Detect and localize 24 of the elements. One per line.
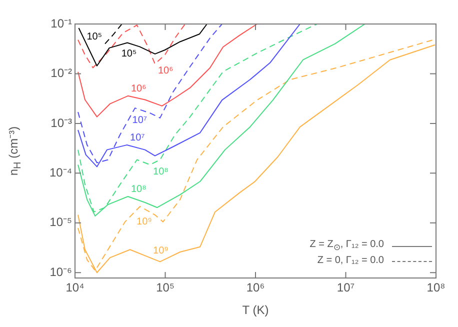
series-label: 10⁸ <box>153 166 168 178</box>
series-label: 10⁷ <box>130 132 146 144</box>
series-label: 10⁶ <box>130 84 146 95</box>
x-tick-label: 10⁸ <box>426 280 446 295</box>
series-label: 10⁶ <box>158 66 174 77</box>
x-axis-title: T (K) <box>241 303 270 317</box>
series-label: 10⁵ <box>86 32 102 43</box>
series-label: 10⁵ <box>121 48 137 60</box>
y-tick-label: 10⁻⁶ <box>50 264 72 279</box>
x-tick-label: 10⁴ <box>66 280 84 295</box>
y-tick-label: 10⁻⁴ <box>49 165 72 180</box>
y-tick-label: 10⁻¹ <box>50 16 72 30</box>
y-tick-label: 10⁻³ <box>50 116 72 130</box>
annotation: Z = Z$_{⊙}$, Γ₁₂ = 0.0 <box>310 238 384 254</box>
y-tick-label: 10⁻⁵ <box>50 215 72 230</box>
series-label: 10⁸ <box>130 184 146 196</box>
y-tick-label: 10⁻² <box>50 66 72 80</box>
series-label: 10⁹ <box>136 216 152 228</box>
x-tick-label: 10⁶ <box>246 280 265 295</box>
annotation: Z = 0, Γ₁₂ = 0.0 <box>317 254 384 268</box>
x-tick-label: 10⁵ <box>156 280 174 295</box>
x-tick-label: 10⁷ <box>336 280 355 295</box>
series-label: 10⁷ <box>132 114 148 126</box>
series-label: 10⁹ <box>153 245 168 256</box>
